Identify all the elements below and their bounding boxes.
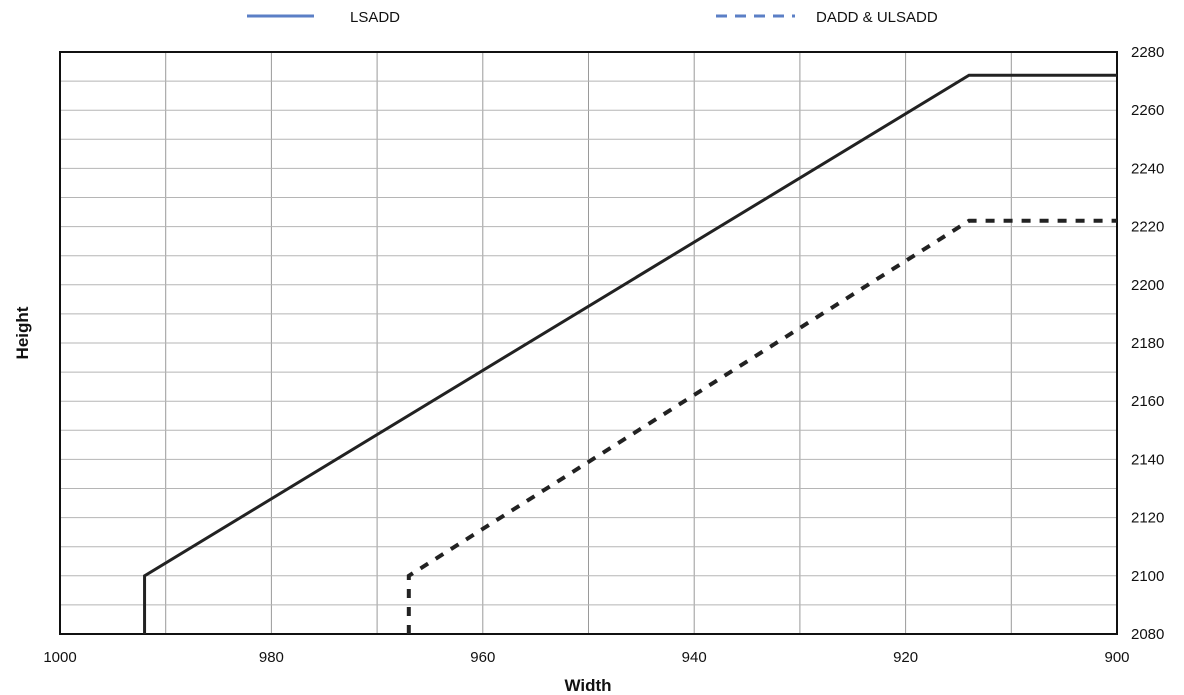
- y-tick-label: 2080: [1131, 626, 1164, 643]
- x-tick-label: 980: [259, 649, 284, 666]
- series-line-lsadd: [143, 73, 1117, 634]
- y-tick-label: 2220: [1131, 219, 1164, 236]
- x-tick-label: 960: [470, 649, 495, 666]
- y-tick-label: 2240: [1131, 160, 1164, 177]
- y-tick-label: 2100: [1131, 568, 1164, 585]
- x-axis-ticks: 1000 980 960 940 920 900: [43, 649, 1129, 666]
- x-tick-label: 920: [893, 649, 918, 666]
- series-lines: [143, 73, 1117, 634]
- y-tick-label: 2140: [1131, 451, 1164, 468]
- plot-frame: [59, 51, 1118, 635]
- y-axis-ticks: 2080 2100 2120 2140 2160 2180 2200 2220 2240 2260…: [1131, 44, 1164, 643]
- y-tick-label: 2200: [1131, 277, 1164, 294]
- legend: LSADD DADD & ULSADD: [247, 9, 938, 26]
- legend-label-dadd-ulsadd: DADD & ULSADD: [816, 9, 938, 26]
- y-tick-label: 2260: [1131, 102, 1164, 119]
- y-axis-title: Height: [13, 306, 32, 359]
- y-tick-label: 2160: [1131, 393, 1164, 410]
- x-tick-label: 900: [1104, 649, 1129, 666]
- x-tick-label: 1000: [43, 649, 76, 666]
- y-tick-label: 2280: [1131, 44, 1164, 61]
- series-line-dadd-ulsadd: [406, 218, 1117, 634]
- x-axis-title: Width: [564, 676, 611, 695]
- y-tick-label: 2180: [1131, 335, 1164, 352]
- legend-label-lsadd: LSADD: [350, 9, 400, 26]
- y-tick-label: 2120: [1131, 510, 1164, 527]
- gridlines: [60, 52, 1117, 634]
- x-tick-label: 940: [682, 649, 707, 666]
